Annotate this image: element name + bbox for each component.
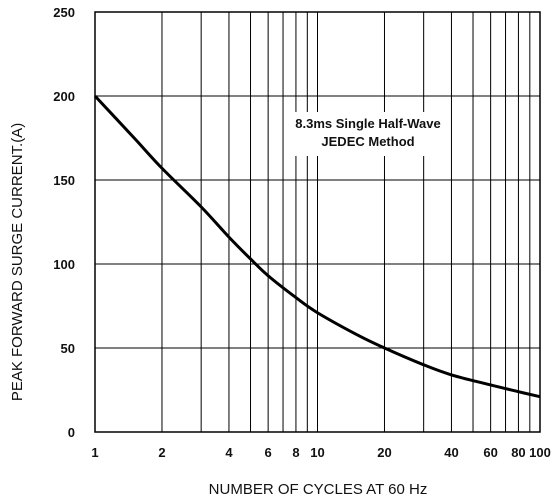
y-tick-labels: 0 50 100 150 200 250 <box>53 5 75 440</box>
x-tick-label: 10 <box>310 445 324 460</box>
annotation-line-2: JEDEC Method <box>321 134 414 149</box>
annotation-line-1: 8.3ms Single Half-Wave <box>295 116 440 131</box>
x-tick-label: 6 <box>265 445 272 460</box>
x-tick-label: 80 <box>511 445 525 460</box>
x-tick-label: 100 <box>529 445 551 460</box>
x-tick-label: 8 <box>292 445 299 460</box>
x-tick-label: 40 <box>444 445 458 460</box>
annotation-box: 8.3ms Single Half-Wave JEDEC Method <box>288 112 448 156</box>
x-tick-labels: 1 2 4 6 8 10 20 40 60 80 100 <box>91 445 550 460</box>
y-tick-label: 50 <box>61 341 75 356</box>
x-tick-label: 2 <box>158 445 165 460</box>
y-tick-label: 100 <box>53 257 75 272</box>
x-axis-title: NUMBER OF CYCLES AT 60 Hz <box>209 481 428 498</box>
y-tick-label: 0 <box>68 425 75 440</box>
y-tick-label: 150 <box>53 173 75 188</box>
surge-current-curve <box>93 94 541 399</box>
x-tick-label: 60 <box>483 445 497 460</box>
plot-frame <box>94 11 541 433</box>
y-tick-label: 250 <box>53 5 75 20</box>
y-tick-label: 200 <box>53 89 75 104</box>
grid-lines <box>95 12 540 432</box>
annotation-background <box>288 112 448 156</box>
x-tick-label: 20 <box>377 445 391 460</box>
y-axis-title: PEAK FORWARD SURGE CURRENT.(A) <box>9 123 26 401</box>
x-tick-label: 1 <box>91 445 98 460</box>
x-tick-label: 4 <box>225 445 233 460</box>
